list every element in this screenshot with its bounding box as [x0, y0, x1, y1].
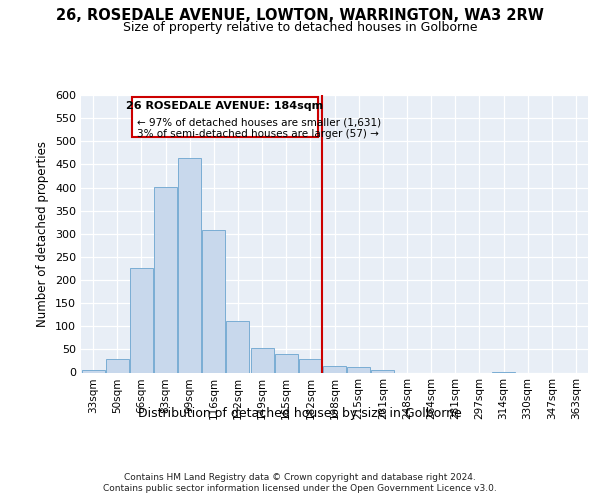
Bar — [275, 354, 298, 372]
Text: Contains public sector information licensed under the Open Government Licence v3: Contains public sector information licen… — [103, 484, 497, 493]
Text: Distribution of detached houses by size in Golborne: Distribution of detached houses by size … — [138, 408, 462, 420]
Text: Size of property relative to detached houses in Golborne: Size of property relative to detached ho… — [123, 21, 477, 34]
Text: 3% of semi-detached houses are larger (57) →: 3% of semi-detached houses are larger (5… — [137, 129, 379, 139]
Bar — [347, 368, 370, 372]
FancyBboxPatch shape — [132, 98, 317, 136]
Bar — [371, 370, 394, 372]
Y-axis label: Number of detached properties: Number of detached properties — [37, 141, 49, 327]
Bar — [178, 158, 201, 372]
Bar — [226, 321, 250, 372]
Text: 26 ROSEDALE AVENUE: 184sqm: 26 ROSEDALE AVENUE: 184sqm — [126, 101, 323, 111]
Bar — [130, 268, 153, 372]
Bar — [154, 186, 177, 372]
Text: 26, ROSEDALE AVENUE, LOWTON, WARRINGTON, WA3 2RW: 26, ROSEDALE AVENUE, LOWTON, WARRINGTON,… — [56, 8, 544, 22]
Bar — [106, 358, 128, 372]
Bar — [202, 230, 225, 372]
Bar — [251, 348, 274, 372]
Text: ← 97% of detached houses are smaller (1,631): ← 97% of detached houses are smaller (1,… — [137, 117, 380, 127]
Bar — [323, 366, 346, 372]
Bar — [299, 358, 322, 372]
Bar — [82, 370, 104, 372]
Text: Contains HM Land Registry data © Crown copyright and database right 2024.: Contains HM Land Registry data © Crown c… — [124, 472, 476, 482]
